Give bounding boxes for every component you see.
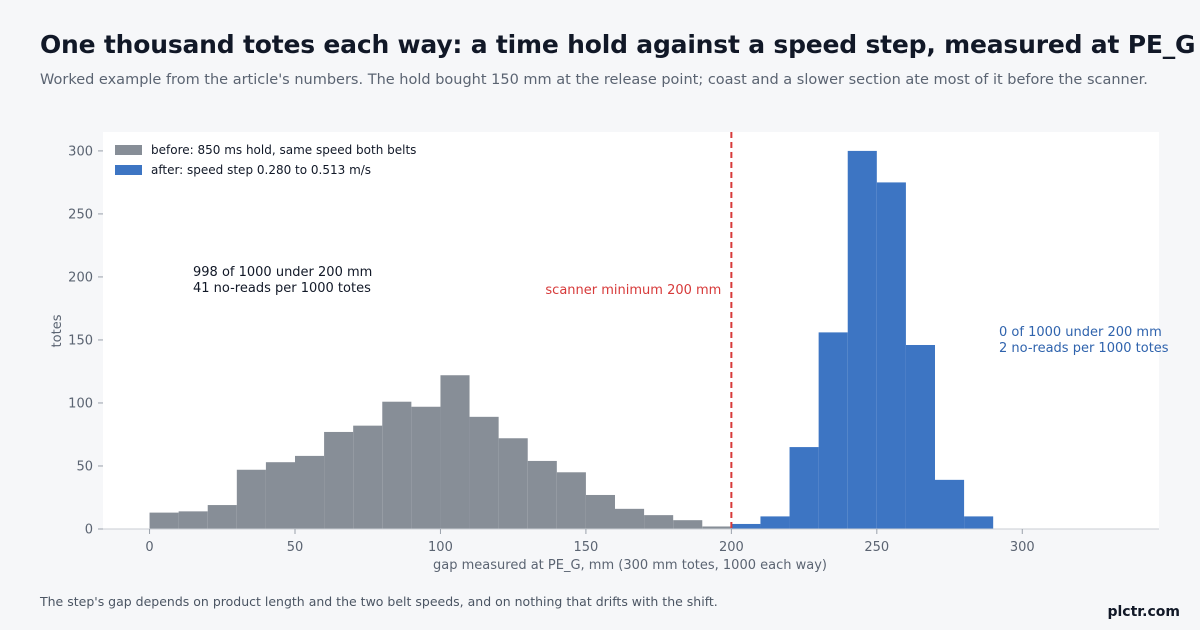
before-bar-20 (207, 505, 237, 529)
chart-subtitle: Worked example from the article's number… (40, 72, 1148, 88)
before-series-bars (149, 375, 761, 529)
after-bar-260 (905, 344, 935, 529)
x-tick-label-150: 150 (573, 540, 598, 555)
after-annotation-line1: 0 of 1000 under 200 mm (999, 325, 1162, 340)
y-tick-label-150: 150 (68, 333, 93, 348)
y-axis-ticks: 0 50 100 150 200 250 300 (68, 144, 103, 538)
x-axis-label: gap measured at PE_G, mm (300 mm totes, … (433, 558, 827, 573)
x-tick-label-0: 0 (145, 540, 153, 555)
after-bar-200 (731, 523, 761, 529)
y-tick-label-250: 250 (68, 207, 93, 222)
before-bar-110 (469, 416, 499, 529)
x-tick-label-100: 100 (428, 540, 453, 555)
before-bar-90 (411, 406, 441, 529)
brand-logo-text: plctr.com (1107, 604, 1180, 620)
before-annotation-line1: 998 of 1000 under 200 mm (193, 265, 372, 280)
legend: before: 850 ms hold, same speed both bel… (115, 143, 416, 177)
before-bar-120 (498, 438, 528, 529)
before-annotation-line2: 41 no-reads per 1000 totes (193, 281, 371, 296)
before-bar-130 (527, 460, 557, 529)
before-bar-180 (673, 520, 703, 529)
after-bar-240 (847, 150, 877, 529)
legend-label-after: after: speed step 0.280 to 0.513 m/s (151, 163, 371, 177)
y-tick-label-300: 300 (68, 144, 93, 159)
before-bar-170 (644, 515, 674, 529)
x-tick-label-50: 50 (287, 540, 304, 555)
after-bar-270 (935, 479, 965, 529)
legend-label-before: before: 850 ms hold, same speed both bel… (151, 143, 416, 157)
after-bar-210 (760, 516, 790, 529)
before-bar-190 (702, 526, 732, 529)
before-bar-70 (353, 425, 383, 529)
x-axis-ticks: 0 50 100 150 200 250 300 (145, 529, 1035, 555)
y-axis-label: totes (50, 314, 65, 347)
after-bar-230 (818, 332, 848, 529)
before-bar-0 (149, 512, 179, 529)
y-tick-label-200: 200 (68, 270, 93, 285)
after-bar-220 (789, 447, 819, 529)
x-tick-label-300: 300 (1010, 540, 1035, 555)
y-tick-label-0: 0 (85, 523, 93, 538)
before-bar-10 (178, 511, 208, 529)
y-tick-label-100: 100 (68, 396, 93, 411)
legend-swatch-before (115, 145, 142, 155)
before-bar-100 (440, 375, 470, 529)
y-tick-label-50: 50 (76, 459, 93, 474)
after-series-bars (731, 150, 994, 529)
before-bar-60 (324, 431, 354, 529)
before-bar-40 (265, 462, 295, 529)
scanner-threshold-label: scanner minimum 200 mm (545, 283, 721, 298)
after-annotation-line2: 2 no-reads per 1000 totes (999, 341, 1169, 356)
before-bar-150 (585, 494, 615, 529)
before-bar-160 (615, 508, 645, 529)
footnote: The step's gap depends on product length… (40, 594, 718, 609)
after-bar-250 (876, 182, 906, 529)
before-bar-30 (236, 469, 266, 529)
x-tick-label-250: 250 (864, 540, 889, 555)
x-tick-label-200: 200 (719, 540, 744, 555)
legend-swatch-after (115, 165, 142, 175)
before-bar-50 (295, 455, 325, 529)
chart-title: One thousand totes each way: a time hold… (40, 30, 1196, 59)
before-bar-140 (556, 472, 586, 529)
after-bar-280 (964, 516, 994, 529)
before-bar-80 (382, 401, 412, 529)
